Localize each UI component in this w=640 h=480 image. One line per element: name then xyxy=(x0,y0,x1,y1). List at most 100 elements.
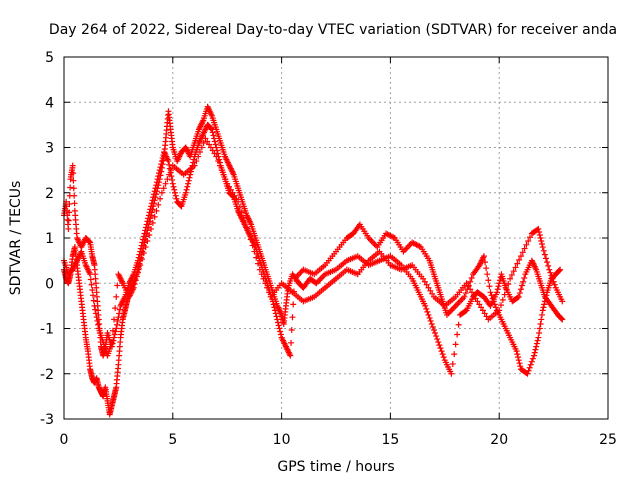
data-point-marker xyxy=(215,158,222,165)
data-point-marker xyxy=(142,227,149,234)
data-point-marker xyxy=(87,276,94,283)
data-point-marker xyxy=(515,354,522,361)
data-point-marker xyxy=(208,125,215,132)
data-point-marker xyxy=(216,162,223,169)
data-point-marker xyxy=(160,185,167,192)
data-point-marker xyxy=(86,238,93,245)
data-point-marker xyxy=(142,244,149,251)
data-point-marker xyxy=(200,139,207,146)
data-point-marker xyxy=(536,325,543,332)
data-point-marker xyxy=(430,327,437,334)
data-point-marker xyxy=(198,144,205,151)
data-point-marker xyxy=(149,219,156,226)
data-point-marker xyxy=(496,307,503,314)
data-point-marker xyxy=(495,283,502,290)
data-point-marker xyxy=(213,144,220,151)
data-point-marker xyxy=(435,339,442,346)
data-point-marker xyxy=(478,304,485,311)
y-tick-label: 4 xyxy=(45,95,54,111)
data-point-marker xyxy=(227,186,234,193)
data-point-marker xyxy=(150,194,157,201)
data-point-marker xyxy=(535,225,542,232)
data-point-marker xyxy=(288,327,295,334)
data-point-marker xyxy=(135,254,142,261)
data-point-marker xyxy=(155,201,162,208)
data-point-marker xyxy=(166,161,173,168)
data-point-marker xyxy=(467,278,474,285)
data-point-marker xyxy=(287,352,294,359)
data-point-marker xyxy=(138,256,145,263)
data-point-marker xyxy=(548,272,555,279)
data-point-marker xyxy=(549,275,556,282)
data-point-marker xyxy=(236,204,243,211)
data-point-marker xyxy=(469,289,475,296)
data-point-marker xyxy=(264,284,271,291)
data-point-marker xyxy=(532,346,539,353)
data-point-marker xyxy=(151,213,158,220)
data-point-marker xyxy=(272,310,279,317)
data-point-marker xyxy=(427,317,434,324)
data-point-marker xyxy=(423,305,430,312)
data-point-marker xyxy=(539,307,546,314)
data-point-marker xyxy=(158,158,165,165)
data-point-marker xyxy=(211,138,218,145)
data-point-marker xyxy=(113,293,120,300)
data-point-marker xyxy=(95,321,102,328)
data-point-marker xyxy=(516,256,523,263)
data-point-marker xyxy=(288,339,295,346)
data-point-marker xyxy=(482,259,489,266)
data-point-marker xyxy=(253,254,260,261)
data-point-marker xyxy=(476,301,483,308)
data-point-marker xyxy=(439,351,446,358)
data-point-marker xyxy=(111,316,118,323)
data-point-marker xyxy=(514,260,521,267)
data-point-marker xyxy=(133,273,140,280)
data-point-marker xyxy=(499,296,506,303)
data-point-marker xyxy=(538,241,545,248)
data-point-marker xyxy=(537,320,544,327)
data-point-marker xyxy=(461,293,468,300)
data-point-marker xyxy=(226,183,233,190)
data-point-marker xyxy=(156,167,163,174)
data-point-marker xyxy=(151,188,158,195)
data-point-marker xyxy=(541,251,548,258)
data-point-marker xyxy=(137,262,144,269)
data-point-marker xyxy=(434,336,441,343)
data-point-marker xyxy=(91,302,98,309)
data-point-marker xyxy=(144,218,151,225)
data-point-marker xyxy=(536,330,543,337)
data-point-marker xyxy=(501,291,508,298)
data-point-marker xyxy=(517,286,524,293)
data-point-marker xyxy=(210,132,217,139)
data-point-marker xyxy=(66,201,73,208)
data-point-marker xyxy=(514,294,521,301)
data-point-marker xyxy=(222,176,229,183)
data-point-marker xyxy=(193,158,200,165)
x-tick-label: 0 xyxy=(60,432,69,448)
data-point-marker xyxy=(542,255,549,262)
data-point-marker xyxy=(425,311,432,318)
data-point-marker xyxy=(169,176,176,183)
data-point-marker xyxy=(149,197,156,204)
data-point-marker xyxy=(529,355,536,362)
data-point-marker xyxy=(109,327,116,334)
data-point-marker xyxy=(87,271,94,278)
data-point-marker xyxy=(534,337,541,344)
data-point-marker xyxy=(131,281,138,288)
data-point-marker xyxy=(114,317,121,324)
data-point-marker xyxy=(438,348,445,355)
data-point-marker xyxy=(90,297,97,304)
data-point-marker xyxy=(235,198,242,205)
data-point-marker xyxy=(146,231,153,238)
data-point-marker xyxy=(519,282,526,289)
data-point-marker xyxy=(526,364,533,371)
data-point-marker xyxy=(202,135,209,142)
data-point-marker xyxy=(155,173,162,180)
data-point-marker xyxy=(436,342,443,349)
y-axis-title: SDTVAR / TECUs xyxy=(8,181,24,296)
data-point-marker xyxy=(525,238,532,245)
data-point-marker xyxy=(275,322,282,329)
data-point-marker xyxy=(451,351,458,358)
data-point-marker xyxy=(521,245,528,252)
data-point-marker xyxy=(156,170,163,177)
